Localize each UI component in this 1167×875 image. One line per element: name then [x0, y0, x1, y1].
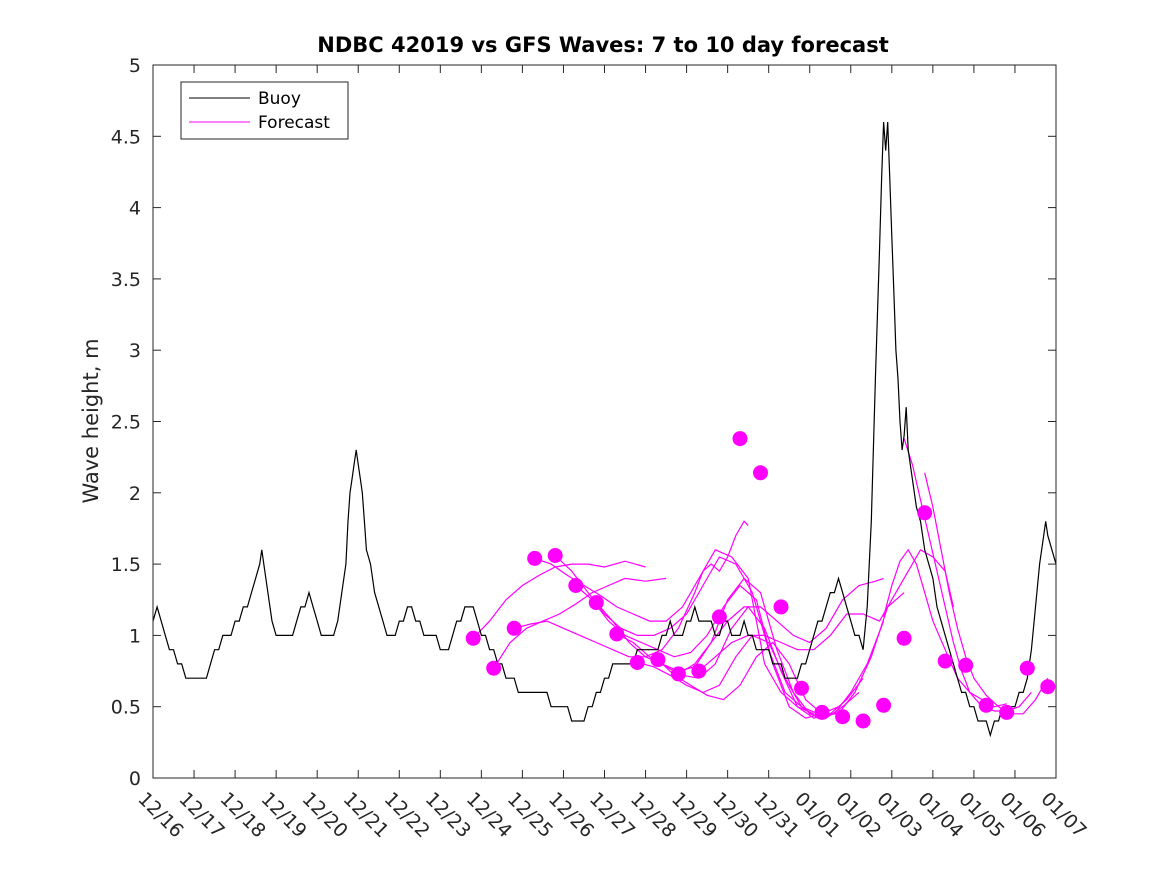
forecast-run-line — [657, 592, 905, 715]
legend-buoy-label: Buoy — [258, 89, 301, 109]
buoy-line — [153, 121, 1056, 738]
forecast-marker — [650, 652, 666, 668]
forecast-marker — [711, 609, 727, 625]
forecast-run-line — [678, 577, 884, 675]
forecast-marker — [547, 548, 563, 563]
forecast-marker — [506, 620, 522, 636]
legend-forecast-label: Forecast — [258, 113, 330, 133]
forecast-marker — [978, 697, 994, 713]
y-tick-label: 0 — [129, 768, 141, 790]
forecast-marker — [814, 704, 830, 720]
forecast-marker — [917, 505, 933, 521]
y-tick-label: 1 — [129, 625, 141, 647]
forecast-marker — [958, 657, 974, 673]
forecast-marker — [753, 465, 768, 481]
forecast-marker — [609, 626, 625, 642]
forecast-marker — [794, 680, 809, 696]
series-layer — [153, 121, 1056, 738]
y-tick-label: 3 — [129, 340, 141, 362]
forecast-marker — [876, 697, 892, 713]
y-axis-label: Wave height, m — [79, 338, 103, 503]
y-tick-label: 0.5 — [111, 697, 141, 719]
forecast-marker — [527, 550, 543, 566]
forecast-marker — [937, 653, 953, 669]
forecast-marker — [835, 709, 851, 725]
forecast-run-line — [924, 472, 1049, 715]
forecast-marker — [732, 431, 748, 447]
forecast-run-line — [698, 548, 954, 672]
forecast-run-line — [514, 520, 749, 658]
forecast-marker — [1040, 679, 1056, 695]
y-tick-label: 2 — [129, 483, 141, 505]
forecast-marker — [896, 630, 912, 646]
y-tick-label: 1.5 — [111, 554, 141, 576]
y-tick-label: 4.5 — [111, 126, 141, 148]
y-tick-label: 4 — [129, 198, 141, 220]
legend-box — [180, 81, 349, 140]
chart-title: NDBC 42019 vs GFS Waves: 7 to 10 day for… — [317, 33, 888, 57]
forecast-marker — [465, 630, 481, 646]
y-tick-label: 2.5 — [111, 412, 141, 434]
forecast-marker — [773, 599, 789, 615]
forecast-run-line — [493, 577, 667, 669]
forecast-marker — [1019, 660, 1035, 676]
forecast-marker — [670, 666, 686, 682]
legend: Buoy Forecast — [180, 81, 349, 140]
plot-area — [153, 65, 1056, 778]
forecast-marker — [588, 595, 604, 611]
forecast-marker — [486, 660, 502, 676]
y-tick-label: 5 — [129, 55, 141, 77]
forecast-marker — [568, 578, 584, 593]
forecast-marker — [629, 655, 645, 670]
y-tick-label: 3.5 — [111, 269, 141, 291]
forecast-marker — [999, 704, 1015, 720]
plot-frame — [152, 64, 1057, 779]
forecast-marker — [691, 663, 707, 679]
forecast-marker — [855, 713, 871, 729]
